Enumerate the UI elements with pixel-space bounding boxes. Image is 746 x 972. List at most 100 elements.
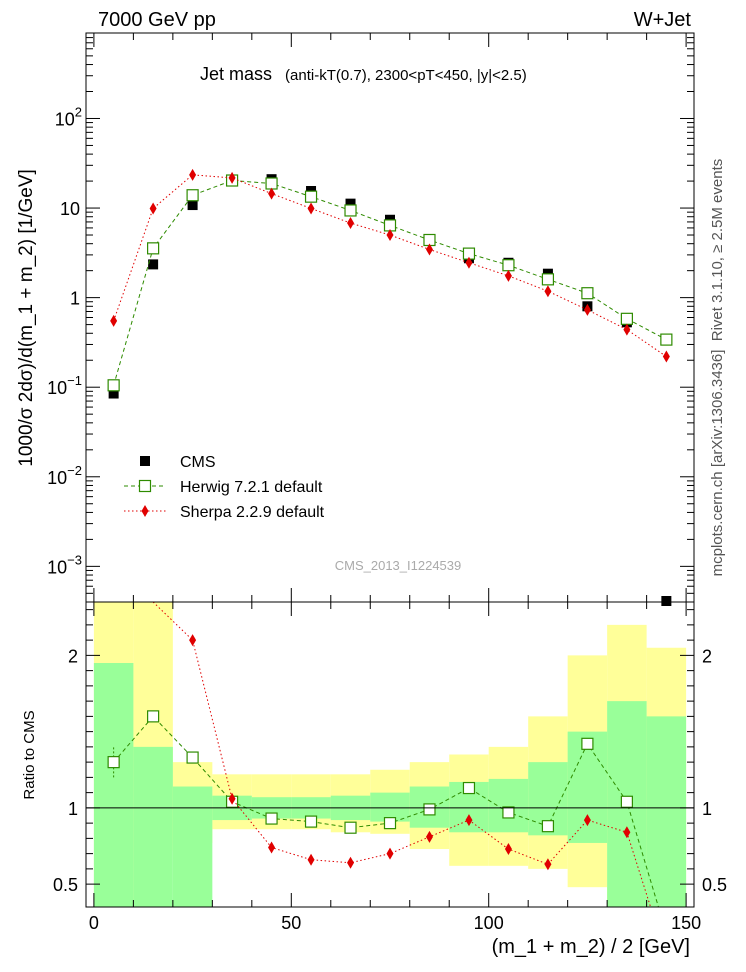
- main-ytick-label: 10−1: [47, 373, 82, 398]
- data-point: [107, 379, 120, 392]
- ratio-point: [541, 820, 555, 833]
- data-point: [660, 333, 673, 346]
- data-point: [425, 243, 433, 256]
- main-ytick-exp: −2: [67, 463, 82, 478]
- main-ytick-label: 102: [55, 104, 82, 129]
- band-green-bin: [172, 786, 213, 907]
- data-point: [149, 202, 157, 215]
- data-point: [623, 323, 631, 336]
- ratio-point: [307, 853, 315, 866]
- main-ytick-base: 10: [47, 557, 67, 577]
- ratio-ytick-label-right: 1: [702, 799, 712, 819]
- ratio-point: [623, 826, 631, 839]
- ratio-point: [425, 830, 433, 843]
- data-point: [465, 256, 473, 269]
- band-green-bin: [370, 792, 410, 822]
- ratio-series-line: [152, 601, 652, 908]
- ratio-bands: [93, 602, 687, 907]
- band-green-bin: [93, 663, 134, 907]
- legend-label: CMS: [180, 454, 216, 471]
- data-point: [228, 171, 236, 184]
- data-point: [147, 242, 160, 255]
- data-point: [502, 259, 515, 272]
- data-point: [148, 259, 159, 270]
- data-point: [187, 200, 198, 211]
- data-point: [307, 202, 315, 215]
- header-right: W+Jet: [634, 9, 692, 31]
- main-series-line: [113, 174, 667, 357]
- data-point: [661, 596, 672, 606]
- ratio-series-1: [152, 601, 652, 908]
- ratio-ytick-label-right: 0.5: [702, 875, 727, 895]
- data-point: [189, 168, 197, 181]
- data-point: [345, 198, 356, 209]
- legend-marker: [140, 456, 150, 466]
- main-ylabel: 1000/σ 2dσ)/d(m_1 + m_2) [1/GeV]: [16, 169, 37, 467]
- ratio-point: [186, 751, 199, 764]
- header-left: 7000 GeV pp: [98, 9, 216, 31]
- main-ytick-label: 10−2: [47, 463, 82, 488]
- band-green-bin: [646, 716, 687, 907]
- data-point: [344, 204, 357, 217]
- data-point: [662, 350, 670, 363]
- main-frame: [85, 32, 695, 603]
- ratio-point: [620, 795, 633, 808]
- xtick-label: 100: [474, 913, 504, 933]
- ratio-point: [268, 841, 276, 854]
- data-point: [386, 229, 394, 242]
- xtick-label: 50: [281, 913, 301, 933]
- ratio-point: [107, 756, 120, 769]
- ratio-ytick-label-right: 2: [702, 646, 712, 666]
- main-ytick-base: 10: [60, 199, 80, 219]
- ratio-point: [386, 847, 394, 860]
- analysis-id: CMS_2013_I1224539: [335, 558, 462, 573]
- main-ytick-label: 1: [70, 289, 80, 309]
- ratio-point: [581, 737, 594, 750]
- ratio-ytick-label: 2: [68, 646, 78, 666]
- main-ytick-label: 10−3: [47, 552, 82, 577]
- rivet-label: Rivet 3.1.10, ≥ 2.5M events: [709, 159, 726, 342]
- main-ytick-exp: 2: [75, 104, 82, 119]
- data-point: [504, 269, 512, 282]
- data-point: [110, 314, 118, 327]
- legend-marker: [141, 505, 149, 517]
- xtick-label: 150: [671, 913, 701, 933]
- main-ytick-base: 1: [70, 289, 80, 309]
- data-point: [581, 287, 594, 300]
- main-series-line: [113, 180, 667, 386]
- band-green-bin: [133, 746, 173, 907]
- band-green-bin: [488, 778, 529, 833]
- ratio-point: [583, 814, 591, 827]
- ratio-point: [383, 817, 397, 830]
- ratio-point: [228, 792, 236, 805]
- legend-marker: [138, 479, 152, 493]
- main-ytick-exp: −3: [67, 552, 82, 567]
- main-ytick-base: 10: [47, 468, 67, 488]
- ratio-point: [462, 781, 476, 795]
- main-ytick-label: 10: [60, 199, 80, 219]
- chart-title-detail: (anti-kT(0.7), 2300<pT<450, |y|<2.5): [285, 67, 527, 84]
- legend-label: Sherpa 2.2.9 default: [180, 504, 325, 521]
- data-point: [186, 189, 199, 202]
- xtick-label: 0: [89, 913, 99, 933]
- main-ytick-base: 10: [47, 378, 67, 398]
- main-series-2: [110, 168, 670, 363]
- legend: CMS Herwig 7.2.1 default Sherpa 2.2.9 defa…: [124, 454, 325, 521]
- data-point: [108, 388, 119, 399]
- ratio-ytick-label: 0.5: [53, 875, 78, 895]
- ratio-ytick-label: 1: [68, 799, 78, 819]
- ratio-point: [502, 806, 515, 819]
- ratio-point: [304, 815, 318, 828]
- main-ytick-base: 10: [55, 109, 75, 129]
- data-point: [347, 217, 355, 230]
- legend-label: Herwig 7.2.1 default: [180, 479, 323, 496]
- ratio-ylabel: Ratio to CMS: [21, 710, 38, 799]
- chart-title-text: Jet mass: [200, 64, 272, 84]
- data-point: [583, 303, 591, 316]
- ratio-point: [544, 858, 552, 871]
- ratio-point: [347, 856, 355, 869]
- data-point: [304, 190, 318, 203]
